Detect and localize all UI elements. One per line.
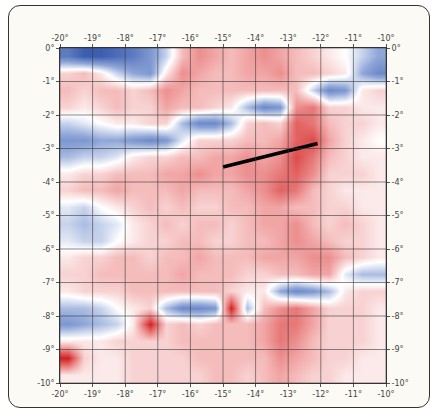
svg-text:-4°: -4° <box>392 178 404 187</box>
svg-text:-3°: -3° <box>392 144 404 153</box>
svg-text:-14°: -14° <box>247 34 264 43</box>
svg-text:-12°: -12° <box>312 34 329 43</box>
svg-text:-15°: -15° <box>214 390 231 399</box>
svg-text:-15°: -15° <box>214 34 231 43</box>
svg-text:-6°: -6° <box>42 245 54 254</box>
svg-text:-11°: -11° <box>345 34 362 43</box>
svg-text:-3°: -3° <box>42 144 54 153</box>
svg-text:-13°: -13° <box>280 390 297 399</box>
svg-text:-20°: -20° <box>51 34 68 43</box>
svg-text:-8°: -8° <box>392 312 404 321</box>
svg-text:-10°: -10° <box>377 390 394 399</box>
svg-text:-17°: -17° <box>149 34 166 43</box>
svg-text:-16°: -16° <box>182 34 199 43</box>
svg-text:-18°: -18° <box>117 390 134 399</box>
svg-text:-14°: -14° <box>247 390 264 399</box>
svg-text:-8°: -8° <box>42 312 54 321</box>
svg-text:-6°: -6° <box>392 245 404 254</box>
svg-text:-7°: -7° <box>42 278 54 287</box>
svg-text:-17°: -17° <box>149 390 166 399</box>
svg-text:0°: 0° <box>392 44 401 53</box>
svg-text:-2°: -2° <box>392 111 404 120</box>
svg-text:-9°: -9° <box>392 345 404 354</box>
svg-text:-5°: -5° <box>392 211 404 220</box>
svg-text:-9°: -9° <box>42 345 54 354</box>
svg-text:-10°: -10° <box>377 34 394 43</box>
svg-text:-1°: -1° <box>392 77 404 86</box>
svg-text:-19°: -19° <box>84 34 101 43</box>
svg-text:-2°: -2° <box>42 111 54 120</box>
svg-text:-12°: -12° <box>312 390 329 399</box>
svg-text:-19°: -19° <box>84 390 101 399</box>
svg-text:-10°: -10° <box>37 379 54 388</box>
svg-text:-20°: -20° <box>51 390 68 399</box>
svg-text:-11°: -11° <box>345 390 362 399</box>
svg-text:-13°: -13° <box>280 34 297 43</box>
svg-text:-16°: -16° <box>182 390 199 399</box>
svg-text:-10°: -10° <box>392 379 409 388</box>
svg-text:-7°: -7° <box>392 278 404 287</box>
svg-text:0°: 0° <box>45 44 54 53</box>
svg-text:-1°: -1° <box>42 77 54 86</box>
svg-text:-4°: -4° <box>42 178 54 187</box>
svg-text:-5°: -5° <box>42 211 54 220</box>
svg-text:-18°: -18° <box>117 34 134 43</box>
